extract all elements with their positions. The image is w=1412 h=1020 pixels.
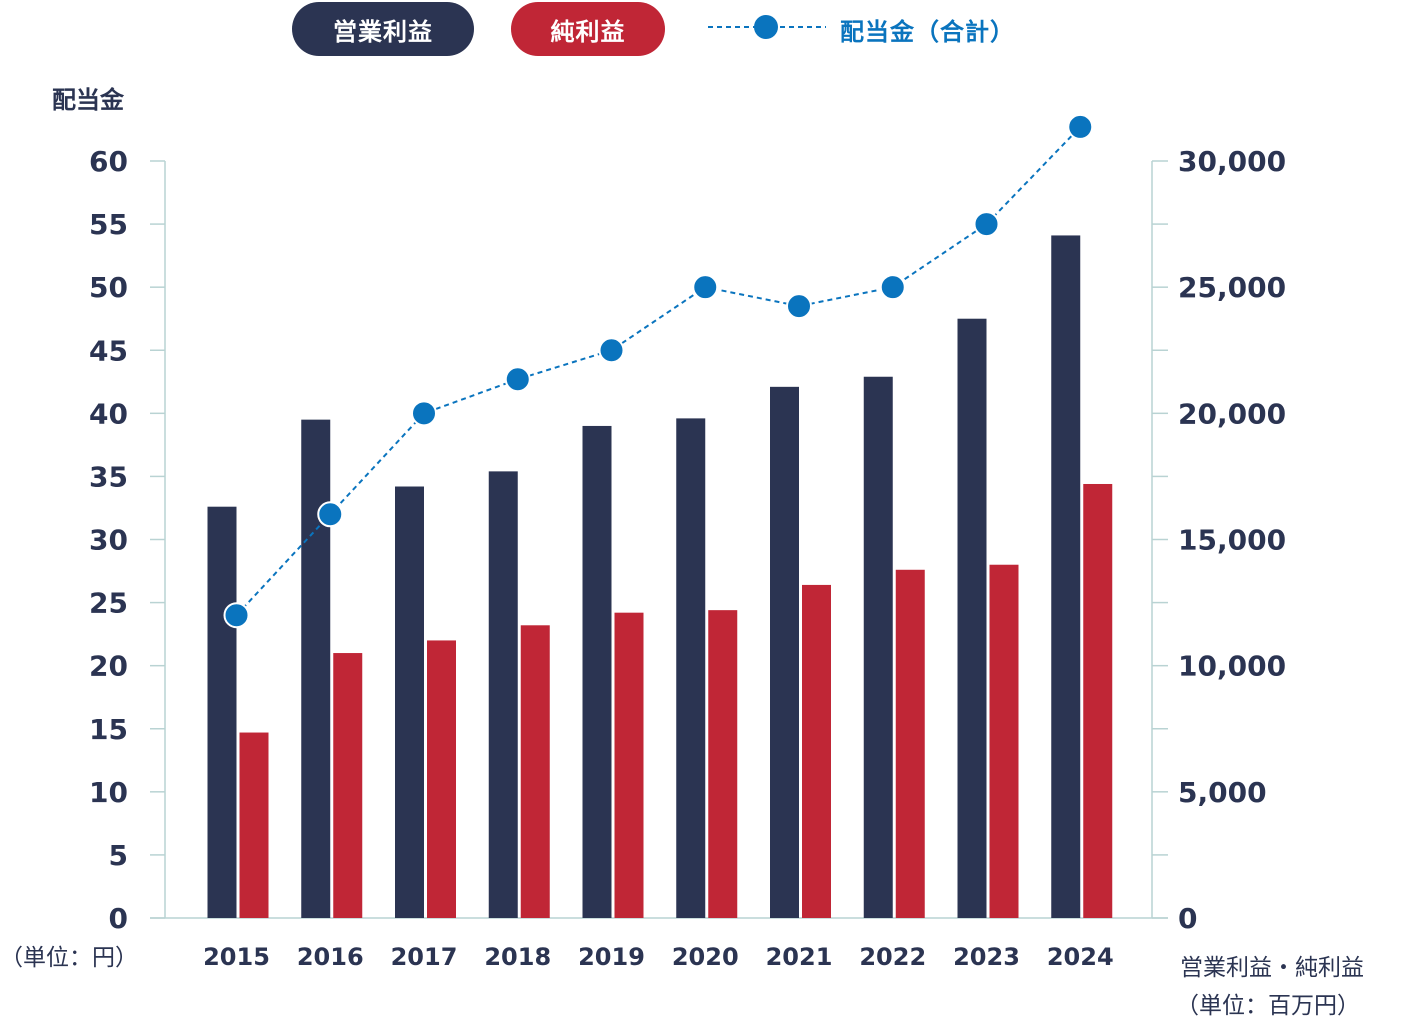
dividend-point-2024 [1067, 113, 1094, 140]
bar-net-profit-2015 [239, 732, 269, 918]
bar-operating-profit-2016 [301, 419, 331, 918]
legend-dividend-label: 配当金（合計） [840, 18, 1015, 46]
bar-net-profit-2020 [708, 610, 738, 918]
legend-operating-profit: 営業利益 [292, 2, 474, 56]
left-tick-label: 30 [89, 524, 128, 557]
right-tick-label: 5,000 [1178, 776, 1267, 809]
x-tick-label: 2019 [578, 943, 645, 971]
bar-net-profit-2019 [614, 612, 644, 918]
x-tick-label: 2023 [953, 943, 1020, 971]
left-tick-label: 40 [89, 397, 128, 430]
legend-net-profit: 純利益 [511, 2, 665, 56]
left-tick-label: 5 [109, 839, 128, 872]
bar-net-profit-2022 [895, 569, 925, 918]
x-tick-label: 2018 [484, 943, 551, 971]
left-axis-unit: （単位：円） [0, 945, 138, 971]
bar-operating-profit-2022 [863, 376, 893, 918]
bar-net-profit-2017 [427, 640, 456, 918]
bar-net-profit-2024 [1083, 483, 1113, 918]
right-tick-label: 15,000 [1178, 524, 1286, 557]
left-tick-label: 55 [89, 208, 128, 241]
x-tick-label: 2015 [203, 943, 270, 971]
dividend-point-2018 [504, 366, 531, 393]
left-axis-title: 配当金 [52, 86, 124, 114]
left-tick-label: 15 [89, 713, 128, 746]
left-tick-label: 45 [89, 334, 128, 367]
right-tick-label: 30,000 [1178, 145, 1286, 178]
left-tick-label: 0 [109, 902, 128, 935]
bar-operating-profit-2020 [676, 418, 706, 918]
bar-operating-profit-2023 [957, 318, 987, 918]
dividend-point-2021 [786, 293, 812, 320]
right-tick-label: 10,000 [1178, 650, 1286, 683]
dividend-point-2020 [692, 274, 719, 301]
x-tick-label: 2017 [391, 943, 458, 971]
bar-net-profit-2018 [520, 625, 550, 918]
bar-operating-profit-2024 [1051, 235, 1081, 918]
x-tick-label: 2021 [766, 943, 833, 971]
bar-operating-profit-2017 [395, 486, 424, 918]
x-tick-label: 2022 [859, 943, 926, 971]
left-tick-label: 50 [89, 271, 128, 304]
dividend-point-2015 [223, 602, 250, 629]
dividend-point-2022 [879, 274, 906, 301]
bar-operating-profit-2018 [488, 471, 518, 918]
legend-dividend-marker [708, 15, 826, 39]
bar-net-profit-2023 [989, 564, 1019, 918]
bar-operating-profit-2021 [770, 386, 799, 918]
left-tick-label: 20 [89, 650, 128, 683]
bar-net-profit-2016 [333, 653, 363, 918]
right-tick-label: 20,000 [1178, 397, 1286, 430]
bar-net-profit-2021 [802, 584, 831, 918]
right-tick-label: 25,000 [1178, 271, 1286, 304]
bar-operating-profit-2019 [582, 425, 612, 918]
right-axis-title: 営業利益・純利益 [1180, 955, 1364, 981]
right-tick-label: 0 [1178, 902, 1197, 935]
dividend-point-2023 [973, 211, 1000, 238]
dividend-point-2016 [317, 501, 344, 528]
dividend-point-2019 [598, 337, 625, 364]
dividend-line [235, 126, 1081, 616]
x-tick-label: 2020 [672, 943, 739, 971]
dividend-point-2017 [411, 400, 437, 427]
x-tick-label: 2024 [1047, 943, 1114, 971]
x-tick-label: 2016 [297, 943, 364, 971]
left-tick-label: 25 [89, 587, 128, 620]
left-tick-label: 10 [89, 776, 128, 809]
right-axis-unit: （単位：百万円） [1176, 993, 1360, 1019]
bar-operating-profit-2015 [207, 506, 237, 918]
left-tick-label: 60 [89, 145, 128, 178]
left-tick-label: 35 [89, 460, 128, 493]
